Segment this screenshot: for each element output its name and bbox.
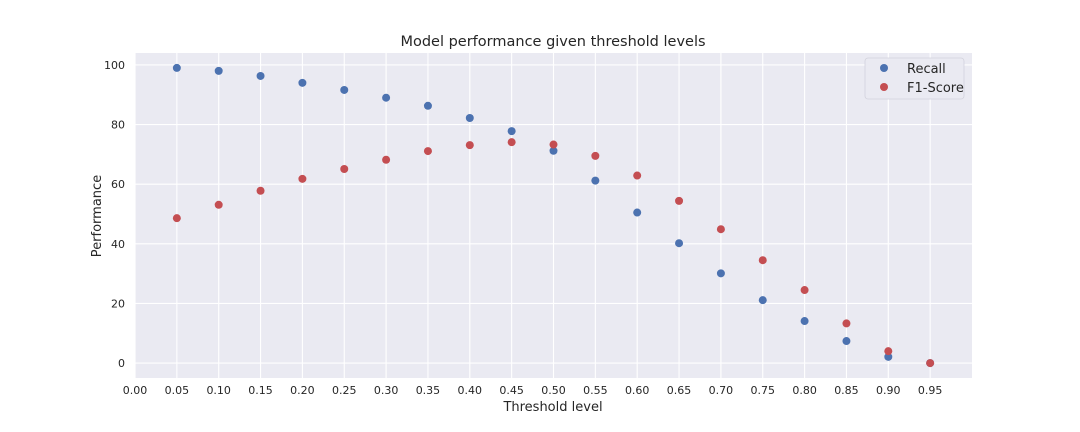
legend-marker-f1-score <box>880 83 888 91</box>
x-tick-label: 0.50 <box>541 384 566 397</box>
f1-score-point <box>675 196 684 205</box>
y-tick-label: 20 <box>111 297 125 310</box>
f1-score-point <box>256 186 265 195</box>
x-tick-label: 0.75 <box>751 384 776 397</box>
recall-point <box>675 239 684 248</box>
x-tick-label: 0.35 <box>416 384 441 397</box>
f1-score-point <box>591 151 600 160</box>
recall-point <box>382 93 391 102</box>
f1-score-point <box>549 140 558 149</box>
x-tick-label: 0.70 <box>709 384 734 397</box>
recall-point <box>214 66 223 75</box>
y-tick-label: 60 <box>111 178 125 191</box>
x-tick-label: 0.90 <box>876 384 901 397</box>
f1-score-point <box>172 214 181 223</box>
y-tick-labels: 0 20 40 60 80 100 <box>104 59 125 370</box>
f1-score-point <box>214 200 223 209</box>
x-tick-label: 0.20 <box>290 384 315 397</box>
x-tick-label: 0.45 <box>499 384 524 397</box>
f1-score-point <box>465 141 474 150</box>
x-tick-labels: 0.00 0.05 0.10 0.15 0.20 0.25 0.30 0.35 0.40 0.45… <box>123 384 943 397</box>
f1-score-point <box>507 138 516 147</box>
recall-point <box>591 176 600 185</box>
f1-score-point <box>382 155 391 164</box>
grid-lines <box>134 53 972 378</box>
x-tick-label: 0.60 <box>625 384 650 397</box>
legend: Recall F1-Score <box>864 57 965 100</box>
x-tick-label: 0.15 <box>248 384 273 397</box>
x-tick-label: 0.95 <box>918 384 943 397</box>
x-tick-label: 0.10 <box>206 384 231 397</box>
f1-score-point <box>842 319 851 328</box>
data-points <box>172 63 935 368</box>
recall-point <box>800 317 809 326</box>
x-tick-label: 0.65 <box>667 384 692 397</box>
recall-point <box>465 114 474 122</box>
x-tick-label: 0.80 <box>792 384 817 397</box>
recall-point <box>633 208 642 217</box>
recall-point <box>507 127 516 136</box>
f1-score-point <box>926 359 935 368</box>
legend-box <box>864 57 965 100</box>
f1-score-point <box>884 347 893 356</box>
x-tick-label: 0.30 <box>374 384 399 397</box>
recall-point <box>842 337 851 346</box>
legend-marker-recall <box>880 64 888 72</box>
recall-point <box>716 269 725 278</box>
f1-score-point <box>758 256 767 265</box>
f1-score-point <box>633 171 642 180</box>
recall-point <box>256 71 265 80</box>
f1-score-point <box>423 147 432 156</box>
legend-label-f1-score: F1-Score <box>907 81 964 96</box>
chart-title: Model performance given threshold levels <box>400 34 705 50</box>
legend-label-recall: Recall <box>907 62 946 77</box>
y-tick-label: 100 <box>104 59 125 72</box>
x-tick-label: 0.25 <box>332 384 357 397</box>
x-tick-label: 0.40 <box>458 384 483 397</box>
f1-score-point <box>800 286 809 295</box>
recall-point <box>549 146 558 155</box>
recall-point <box>340 85 349 94</box>
recall-point <box>758 296 767 305</box>
y-tick-label: 80 <box>111 119 125 132</box>
x-axis-title: Threshold level <box>502 400 602 415</box>
x-tick-label: 0.85 <box>834 384 859 397</box>
y-axis-title: Performance <box>90 175 105 257</box>
x-tick-label: 0.55 <box>583 384 608 397</box>
y-tick-label: 0 <box>118 357 125 370</box>
f1-score-point <box>298 174 307 183</box>
f1-score-point <box>340 164 349 173</box>
y-tick-label: 40 <box>111 238 125 251</box>
recall-point <box>423 101 432 110</box>
x-tick-label: 0.00 <box>123 384 148 397</box>
recall-point <box>172 63 181 72</box>
recall-point <box>884 352 893 361</box>
x-tick-label: 0.05 <box>165 384 190 397</box>
f1-score-point <box>716 225 725 234</box>
recall-point <box>298 78 307 87</box>
